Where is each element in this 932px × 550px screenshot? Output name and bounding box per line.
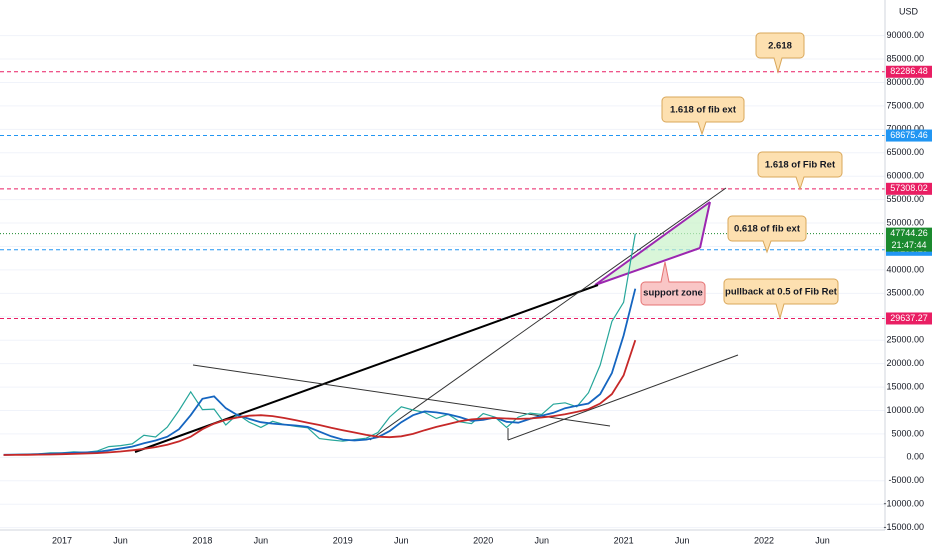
y-tick-label: 0.00 (906, 452, 924, 462)
price-label-box (886, 65, 932, 78)
y-tick-label: 60000.00 (886, 171, 924, 181)
callout: pullback at 0.5 of Fib Ret (723, 278, 839, 320)
y-tick-label: 25000.00 (886, 335, 924, 345)
y-tick-label: 50000.00 (886, 217, 924, 227)
callout-box (723, 278, 839, 320)
callout-text: 0.618 of fib ext (734, 224, 801, 235)
callout: 2.618 (755, 32, 805, 74)
callout-text: 2.618 (768, 41, 792, 52)
countdown-label: 21:47:44 (891, 240, 926, 250)
y-tick-label: 55000.00 (886, 194, 924, 204)
zone-edge (594, 201, 711, 286)
axes: -15000.00 -10000.00 -5000.00 0.00 5000.00 100… (52, 30, 932, 545)
y-tick-label: -5000.00 (888, 475, 924, 485)
price-label: 68675.46 (890, 130, 928, 140)
callout: 1.618 of fib ext (661, 96, 745, 136)
price-label-box (886, 312, 932, 325)
y-tick-label: 35000.00 (886, 288, 924, 298)
series-line (3, 339, 637, 456)
y-tick-label: 75000.00 (886, 100, 924, 110)
price-label-box (886, 182, 932, 195)
y-tick-label: 65000.00 (886, 147, 924, 157)
y-tick-label: 70000.00 (886, 124, 924, 134)
y-tick-label: 40000.00 (886, 264, 924, 274)
x-tick-label: Jun (534, 535, 549, 545)
y-tick-label: 20000.00 (886, 358, 924, 368)
x-tick-label: Jun (113, 535, 128, 545)
callout-text: pullback at 0.5 of Fib Ret (725, 287, 838, 298)
trendline (507, 354, 739, 441)
callout-box (661, 96, 745, 136)
price-lines (0, 71, 885, 319)
currency-label: USD (899, 6, 919, 16)
y-tick-label: 15000.00 (886, 381, 924, 391)
y-tick-label: -10000.00 (883, 499, 924, 509)
callout-box (640, 261, 706, 306)
x-tick-label: 2019 (333, 535, 353, 545)
price-label: 29637.27 (890, 313, 928, 323)
callout-box (755, 32, 805, 74)
callout: 1.618 of Fib Ret (757, 151, 843, 191)
price-label-box (886, 227, 932, 252)
series-line (3, 233, 636, 456)
x-tick-label: Jun (254, 535, 269, 545)
callout-text: 1.618 of fib ext (670, 105, 737, 116)
x-tick-label: Jun (394, 535, 409, 545)
series (3, 233, 637, 456)
price-label: 57308.02 (890, 183, 928, 193)
callout-text: 1.618 of Fib Ret (765, 160, 836, 171)
x-tick-label: Jun (815, 535, 830, 545)
y-tick-label: 85000.00 (886, 53, 924, 63)
trendline (369, 187, 727, 441)
y-tick-label: 5000.00 (891, 428, 924, 438)
x-tick-label: 2018 (192, 535, 212, 545)
callout: 0.618 of fib ext (727, 215, 807, 254)
price-label-box (886, 129, 932, 142)
price-label: 82286.48 (890, 66, 928, 76)
x-tick-label: Jun (675, 535, 690, 545)
x-tick-label: 2022 (754, 535, 774, 545)
y-tick-label: 80000.00 (886, 77, 924, 87)
price-label: 47744.26 (890, 228, 928, 238)
callout-box (757, 151, 843, 191)
callout-box (727, 215, 807, 254)
y-tick-label: 90000.00 (886, 30, 924, 40)
x-tick-label: 2021 (614, 535, 634, 545)
x-tick-label: 2020 (473, 535, 493, 545)
y-tick-label: -15000.00 (883, 522, 924, 532)
callout-text: support zone (643, 288, 703, 299)
x-tick-label: 2017 (52, 535, 72, 545)
y-tick-label: 10000.00 (886, 405, 924, 415)
zone-edge (594, 247, 701, 286)
callout: support zone (640, 261, 706, 306)
zone-edge (699, 201, 711, 249)
